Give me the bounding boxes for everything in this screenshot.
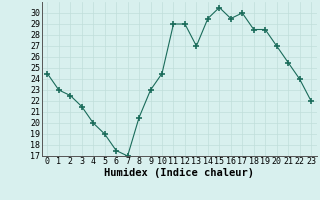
X-axis label: Humidex (Indice chaleur): Humidex (Indice chaleur) xyxy=(104,168,254,178)
